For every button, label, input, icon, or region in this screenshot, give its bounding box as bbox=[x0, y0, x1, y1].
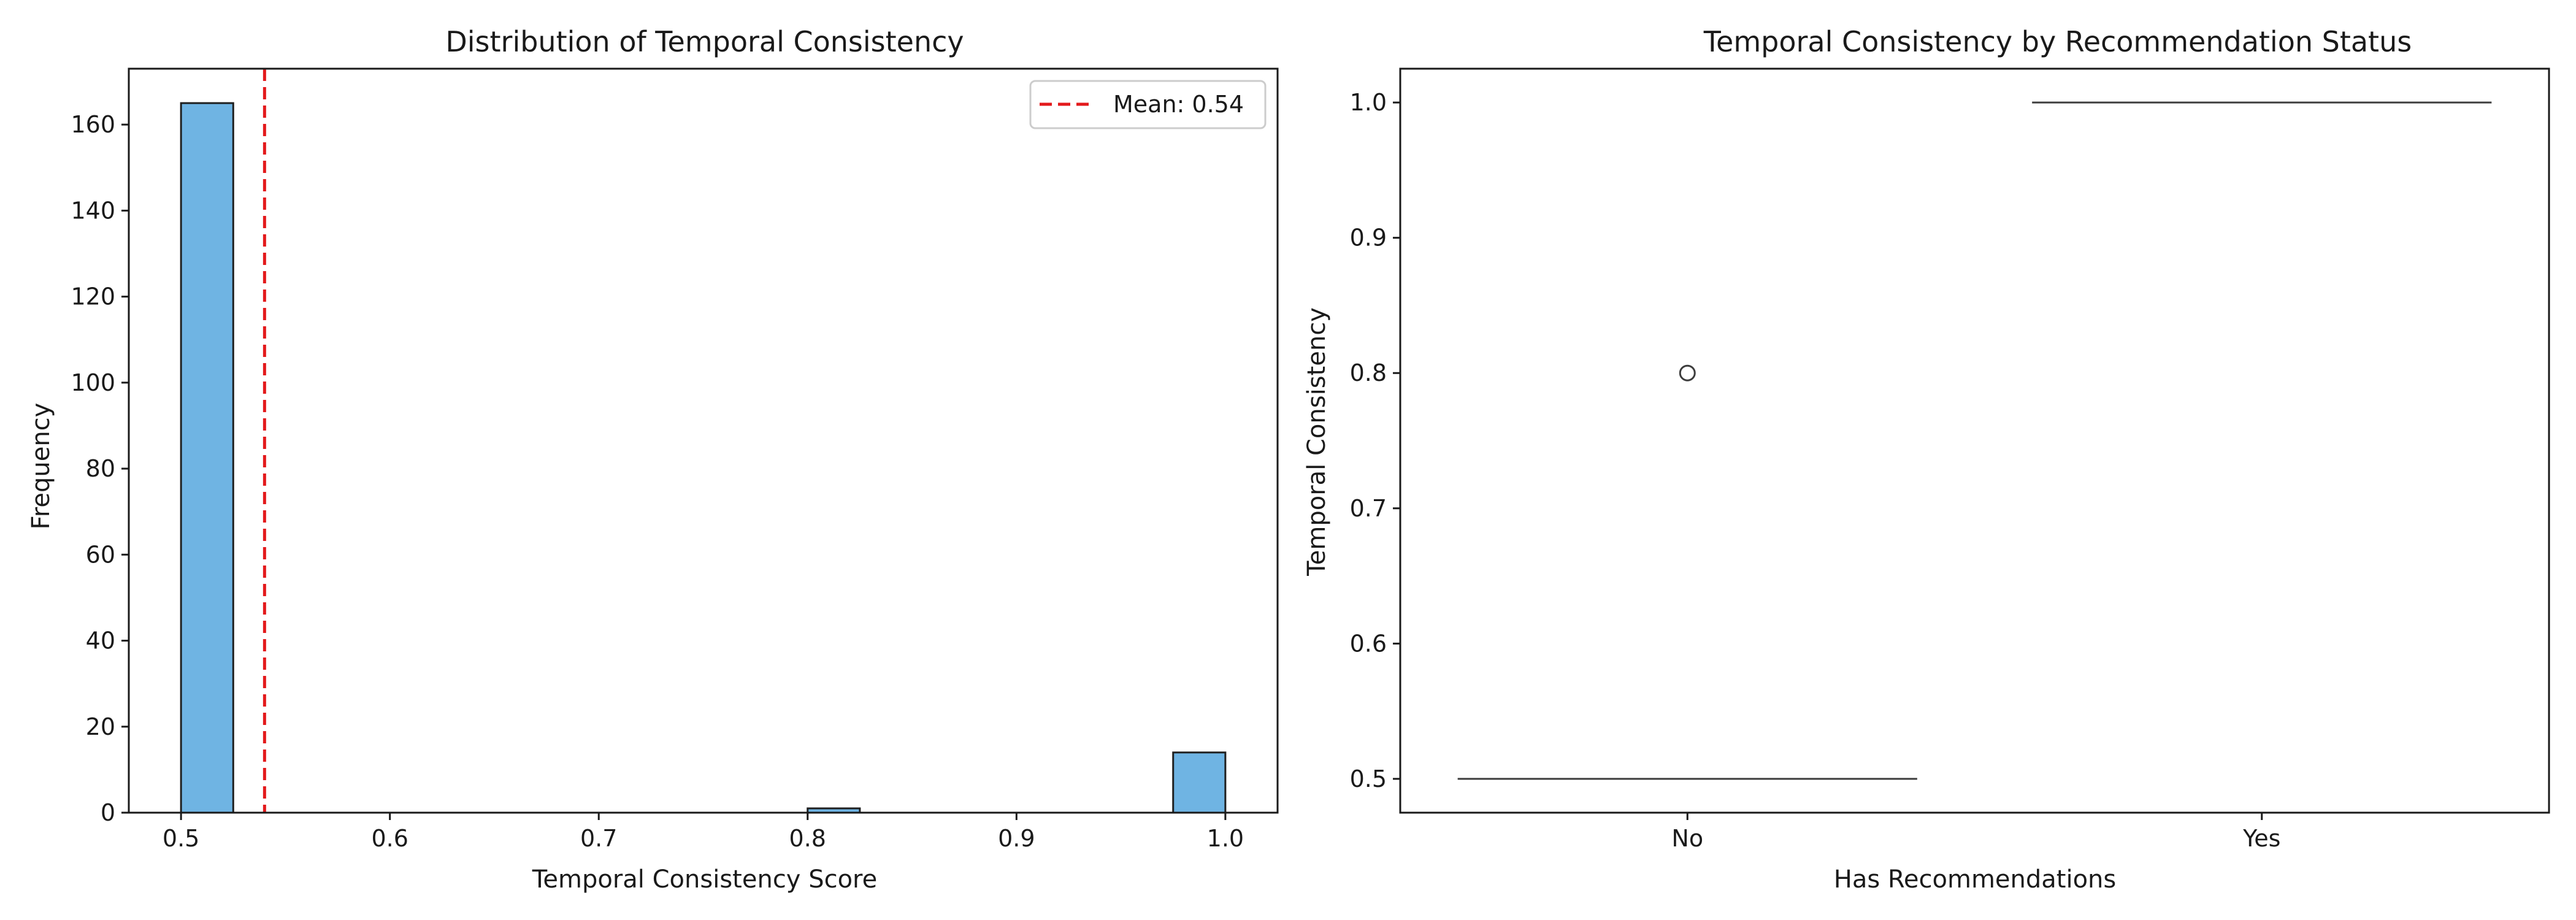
boxplot-y-ticks: 0.5 0.6 0.7 0.8 0.9 1.0 bbox=[1350, 89, 1400, 792]
x-tick-label: No bbox=[1671, 825, 1703, 852]
y-tick-label: 1.0 bbox=[1350, 89, 1387, 116]
y-tick-label: 160 bbox=[71, 111, 115, 138]
histogram-plot-frame bbox=[128, 67, 1279, 814]
x-tick-label: Yes bbox=[2242, 825, 2280, 852]
y-tick-label: 0.5 bbox=[1350, 765, 1387, 792]
histogram-y-ticks: 0 20 40 60 80 100 120 140 160 bbox=[71, 111, 129, 826]
boxplot-chart: Temporal Consistency by Recommendation S… bbox=[1303, 25, 2550, 894]
x-tick-label: 0.9 bbox=[998, 825, 1035, 852]
y-tick-label: 0.6 bbox=[1350, 630, 1387, 657]
y-tick-label: 120 bbox=[71, 283, 115, 310]
y-tick-label: 80 bbox=[86, 455, 115, 482]
y-tick-label: 0.9 bbox=[1350, 224, 1387, 251]
boxplot-x-ticks: No Yes bbox=[1671, 813, 2280, 852]
y-tick-label: 0.8 bbox=[1350, 359, 1387, 386]
histogram-bar bbox=[180, 102, 234, 814]
y-tick-label: 0.7 bbox=[1350, 495, 1387, 522]
y-tick-label: 20 bbox=[86, 713, 115, 740]
boxplot-title: Temporal Consistency by Recommendation S… bbox=[1703, 25, 2412, 58]
histogram-legend: Mean: 0.54 bbox=[1029, 80, 1267, 129]
y-tick-label: 40 bbox=[86, 627, 115, 654]
boxplot-marks bbox=[1457, 101, 2492, 780]
y-tick-label: 0 bbox=[101, 799, 115, 826]
x-tick-label: 1.0 bbox=[1207, 825, 1244, 852]
x-tick-label: 0.8 bbox=[789, 825, 826, 852]
histogram-bar bbox=[1172, 751, 1227, 814]
histogram-chart: Distribution of Temporal Consistency 0.5… bbox=[27, 25, 1279, 894]
histogram-title: Distribution of Temporal Consistency bbox=[445, 25, 964, 58]
histogram-bars bbox=[180, 102, 1227, 814]
y-tick-label: 100 bbox=[71, 369, 115, 396]
y-tick-label: 60 bbox=[86, 541, 115, 568]
boxplot-x-label: Has Recommendations bbox=[1834, 865, 2116, 894]
histogram-y-label: Frequency bbox=[27, 403, 55, 530]
box-outlier-point bbox=[1679, 364, 1696, 381]
y-tick-label: 140 bbox=[71, 197, 115, 224]
legend-box bbox=[1029, 80, 1267, 129]
boxplot-plot-frame bbox=[1399, 67, 2550, 814]
histogram-x-label: Temporal Consistency Score bbox=[532, 865, 877, 894]
boxplot-y-label: Temporal Consistency bbox=[1303, 307, 1331, 577]
x-tick-label: 0.7 bbox=[580, 825, 617, 852]
legend-mean-label: Mean: 0.54 bbox=[1113, 91, 1244, 118]
x-tick-label: 0.5 bbox=[163, 825, 199, 852]
histogram-x-ticks: 0.5 0.6 0.7 0.8 0.9 1.0 bbox=[163, 813, 1244, 852]
x-tick-label: 0.6 bbox=[371, 825, 408, 852]
